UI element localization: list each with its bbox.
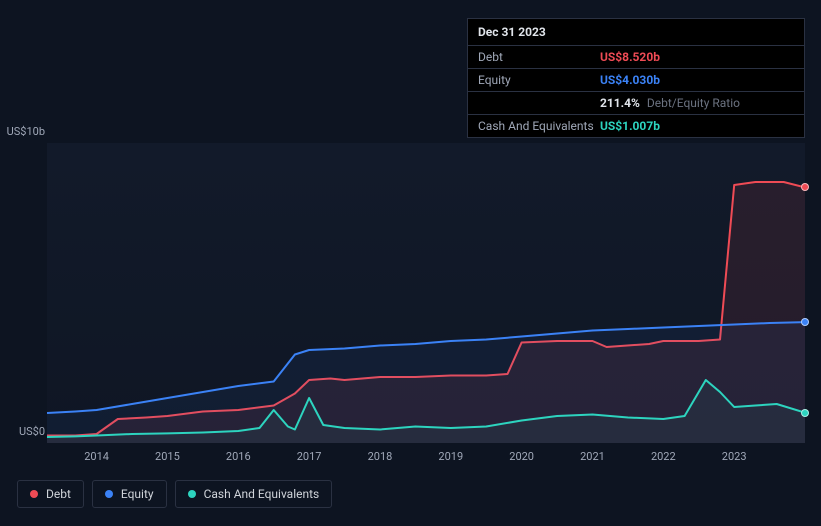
tooltip-row-debt: Debt US$8.520b bbox=[468, 46, 804, 69]
series-end-marker bbox=[801, 318, 809, 326]
tooltip-label: Debt bbox=[478, 50, 600, 64]
tooltip-value: US$8.520b bbox=[600, 50, 660, 64]
x-axis-tick: 2018 bbox=[368, 450, 393, 463]
y-axis-label-bottom: US$0 bbox=[0, 425, 45, 438]
legend-item-equity[interactable]: Equity bbox=[92, 480, 167, 508]
x-axis-labels: 2014 2015 2016 2017 2018 2019 2020 2021 2022 2023 bbox=[47, 450, 805, 470]
x-axis-tick: 2014 bbox=[84, 450, 109, 463]
tooltip-value: US$1.007b bbox=[600, 119, 660, 133]
x-axis-tick: 2020 bbox=[509, 450, 534, 463]
legend-label: Cash And Equivalents bbox=[204, 487, 320, 501]
tooltip-label: Cash And Equivalents bbox=[478, 119, 600, 133]
legend-item-cash[interactable]: Cash And Equivalents bbox=[175, 480, 333, 508]
tooltip-label: Equity bbox=[478, 73, 600, 87]
x-axis-tick: 2015 bbox=[155, 450, 180, 463]
chart-svg bbox=[47, 143, 805, 443]
tooltip-value: US$4.030b bbox=[600, 73, 660, 87]
chart-legend: Debt Equity Cash And Equivalents bbox=[17, 480, 332, 508]
legend-item-debt[interactable]: Debt bbox=[17, 480, 84, 508]
tooltip-row-equity: Equity US$4.030b bbox=[468, 69, 804, 92]
tooltip-date: Dec 31 2023 bbox=[468, 19, 804, 46]
x-axis-tick: 2016 bbox=[226, 450, 251, 463]
tooltip-label bbox=[478, 96, 600, 110]
x-axis-tick: 2022 bbox=[651, 450, 676, 463]
tooltip-ratio-label: Debt/Equity Ratio bbox=[647, 96, 740, 110]
tooltip-row-ratio: 211.4% Debt/Equity Ratio bbox=[468, 92, 804, 115]
x-axis-tick: 2023 bbox=[722, 450, 747, 463]
plot-area[interactable] bbox=[47, 143, 805, 443]
series-end-marker bbox=[801, 183, 809, 191]
x-axis-tick: 2017 bbox=[297, 450, 322, 463]
tooltip-row-cash: Cash And Equivalents US$1.007b bbox=[468, 115, 804, 137]
legend-dot bbox=[105, 490, 113, 498]
financial-chart: US$10b US$0 2014201520162017201820192020… bbox=[17, 125, 805, 515]
y-axis-label-top: US$10b bbox=[0, 125, 45, 138]
legend-label: Debt bbox=[46, 487, 71, 501]
series-end-marker bbox=[801, 409, 809, 417]
x-axis-tick: 2021 bbox=[580, 450, 605, 463]
tooltip-ratio-pct: 211.4% bbox=[600, 96, 640, 110]
legend-label: Equity bbox=[121, 487, 154, 501]
legend-dot bbox=[188, 490, 196, 498]
x-axis-tick: 2019 bbox=[438, 450, 463, 463]
legend-dot bbox=[30, 490, 38, 498]
chart-tooltip: Dec 31 2023 Debt US$8.520b Equity US$4.0… bbox=[467, 18, 805, 138]
